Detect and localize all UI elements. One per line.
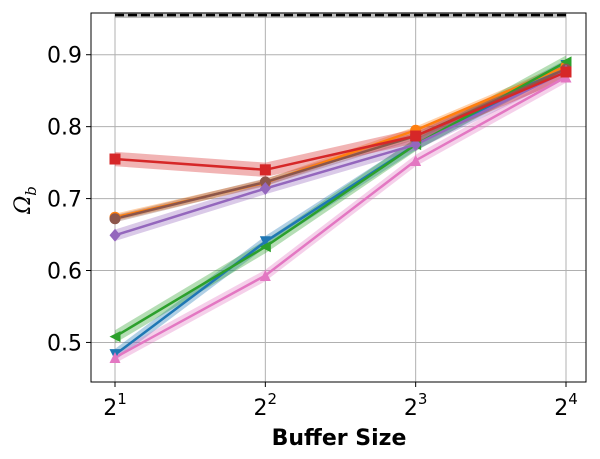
data-point <box>109 352 121 364</box>
data-point <box>109 331 121 343</box>
data-point <box>560 66 572 78</box>
y-axis-label: Ωb <box>11 186 40 215</box>
x-tick-label: 21 <box>103 390 127 421</box>
series-line <box>114 75 567 359</box>
y-tick-label: 0.5 <box>47 331 82 356</box>
data-point <box>410 154 422 166</box>
data-point <box>109 228 121 242</box>
data-point <box>109 213 121 225</box>
data-point <box>259 236 271 248</box>
series-band <box>115 62 566 221</box>
series-line <box>114 70 567 237</box>
series-markers <box>109 56 572 364</box>
plot-frame <box>90 12 587 383</box>
x-axis-ticks: 21 22 23 24 <box>103 382 578 421</box>
series-band <box>115 65 566 242</box>
data-point <box>259 270 271 282</box>
grid <box>91 13 586 382</box>
series-band <box>115 64 566 177</box>
series-lines <box>114 60 567 359</box>
x-tick-label: 23 <box>404 390 428 421</box>
data-point <box>259 164 271 176</box>
y-axis-ticks: 0.5 0.6 0.7 0.8 0.9 <box>47 44 91 356</box>
y-tick-label: 0.7 <box>47 188 82 213</box>
reference-line-layer <box>115 12 566 19</box>
data-point <box>259 241 271 253</box>
data-point <box>259 182 271 196</box>
data-point <box>410 130 422 142</box>
x-tick-label: 22 <box>254 390 278 421</box>
y-tick-label: 0.9 <box>47 44 82 69</box>
x-tick-label: 24 <box>554 390 578 421</box>
series-line <box>114 70 567 172</box>
series-line <box>114 67 567 220</box>
data-point <box>109 153 121 165</box>
y-tick-label: 0.6 <box>47 260 82 285</box>
y-tick-label: 0.8 <box>47 116 82 141</box>
x-axis-label: Buffer Size <box>272 426 407 451</box>
